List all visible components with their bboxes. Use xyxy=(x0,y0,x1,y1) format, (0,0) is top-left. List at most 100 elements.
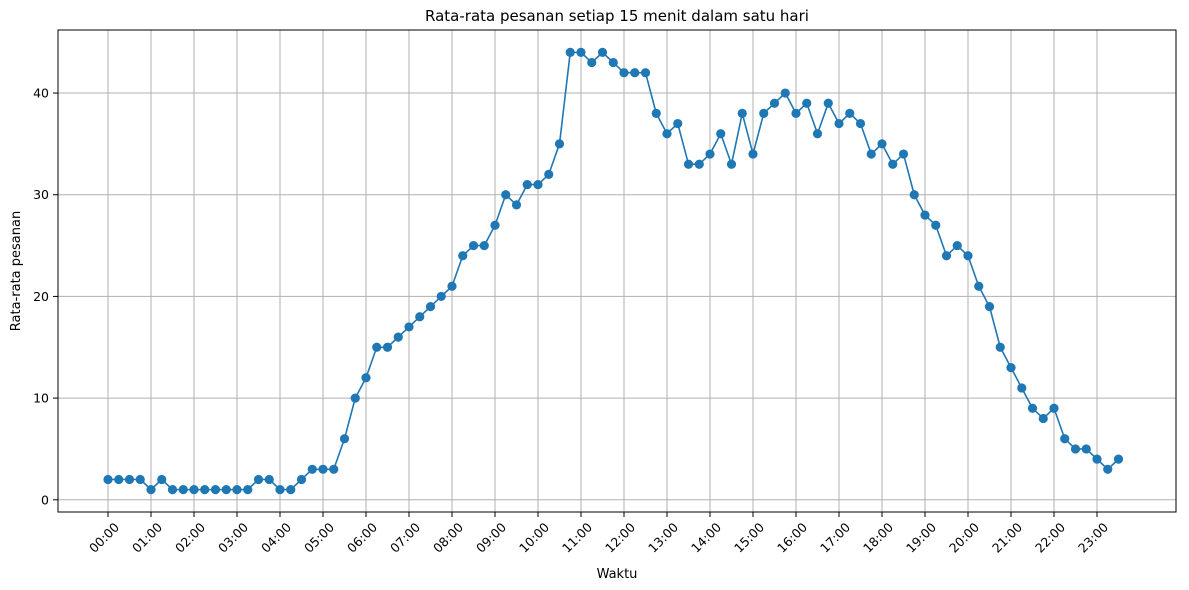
data-point xyxy=(200,485,210,495)
data-point xyxy=(458,251,468,261)
data-point xyxy=(468,240,479,251)
x-tick-label: 06:00 xyxy=(344,519,380,555)
data-point xyxy=(501,190,511,200)
data-point xyxy=(608,57,618,68)
x-tick-label: 19:00 xyxy=(903,519,939,555)
y-tick-label: 20 xyxy=(33,289,49,304)
data-point xyxy=(995,342,1005,352)
data-point xyxy=(952,240,962,251)
data-point xyxy=(361,373,371,383)
data-point xyxy=(823,98,833,108)
data-point xyxy=(1017,383,1027,393)
data-point xyxy=(318,464,328,474)
data-point xyxy=(726,159,737,169)
data-point xyxy=(1081,444,1091,454)
data-point xyxy=(329,464,339,474)
data-point xyxy=(307,464,317,474)
data-point xyxy=(1103,464,1113,474)
data-point xyxy=(705,149,715,159)
data-point xyxy=(146,485,156,495)
data-point xyxy=(565,47,575,57)
plot-area-frame xyxy=(57,29,1177,513)
y-axis-label: Rata-rata pesanan xyxy=(9,211,24,331)
x-tick-label: 20:00 xyxy=(946,519,982,555)
data-point xyxy=(748,149,758,159)
x-tick-label: 16:00 xyxy=(774,519,810,555)
data-point xyxy=(243,485,253,495)
data-point xyxy=(1038,413,1048,424)
x-tick-label: 04:00 xyxy=(258,519,294,555)
data-point xyxy=(845,108,855,118)
data-point xyxy=(1049,403,1059,413)
data-point xyxy=(662,129,672,139)
data-point xyxy=(447,281,457,291)
data-point xyxy=(490,220,500,230)
axes xyxy=(57,29,1177,513)
x-tick-label: 18:00 xyxy=(860,519,896,555)
data-point xyxy=(683,159,694,169)
y-tick-label: 40 xyxy=(33,86,49,101)
data-point xyxy=(124,474,135,485)
chart-title: Rata-rata pesanan setiap 15 menit dalam … xyxy=(425,7,809,25)
data-point xyxy=(339,434,350,444)
data-point xyxy=(415,312,425,322)
x-tick-label: 11:00 xyxy=(559,519,595,555)
x-tick-label: 22:00 xyxy=(1032,519,1068,555)
data-point xyxy=(812,129,823,139)
x-tick-label: 05:00 xyxy=(301,519,337,555)
data-point xyxy=(1113,454,1124,464)
y-tick-label: 10 xyxy=(33,391,49,406)
data-point xyxy=(1070,444,1081,454)
data-point xyxy=(877,139,887,149)
data-point xyxy=(587,57,597,68)
data-point xyxy=(511,200,522,210)
data-point xyxy=(479,240,489,251)
data-point xyxy=(963,251,973,261)
data-point xyxy=(1092,454,1102,464)
data-point xyxy=(920,210,930,220)
data-point xyxy=(640,68,651,78)
data-point xyxy=(802,98,812,108)
x-tick-label: 13:00 xyxy=(645,519,681,555)
x-tick-label: 07:00 xyxy=(387,519,423,555)
data-point xyxy=(984,301,995,312)
data-point xyxy=(135,474,145,485)
y-axis-ticks: 0 10 20 30 40 xyxy=(33,86,58,507)
y-tick-label: 0 xyxy=(41,492,49,507)
data-point xyxy=(275,485,285,495)
data-point xyxy=(737,108,747,118)
x-tick-label: 01:00 xyxy=(129,519,165,555)
data-point xyxy=(404,322,414,332)
x-tick-label: 09:00 xyxy=(473,519,509,555)
data-point xyxy=(522,179,532,190)
data-point xyxy=(157,474,167,485)
x-tick-label: 02:00 xyxy=(172,519,208,555)
x-tick-label: 14:00 xyxy=(688,519,724,555)
data-point xyxy=(630,68,640,78)
x-tick-label: 23:00 xyxy=(1075,519,1111,555)
data-point xyxy=(576,47,586,57)
data-point xyxy=(651,108,661,118)
data-point xyxy=(941,251,952,261)
x-tick-label: 08:00 xyxy=(430,519,466,555)
x-axis-label: Waktu xyxy=(597,567,638,582)
data-point xyxy=(533,179,543,190)
data-point xyxy=(673,118,683,129)
data-point xyxy=(1060,434,1070,444)
data-point xyxy=(221,485,231,495)
data-point xyxy=(232,485,242,495)
data-point xyxy=(769,98,780,108)
data-point xyxy=(909,190,919,200)
data-point xyxy=(103,474,113,485)
data-point xyxy=(189,485,199,495)
data-point xyxy=(286,485,296,495)
data-point xyxy=(888,159,898,169)
x-tick-label: 03:00 xyxy=(215,519,251,555)
data-point xyxy=(167,485,178,495)
data-point xyxy=(425,301,436,312)
data-point xyxy=(597,47,608,57)
series-layer xyxy=(103,47,1124,495)
data-point xyxy=(544,169,554,179)
